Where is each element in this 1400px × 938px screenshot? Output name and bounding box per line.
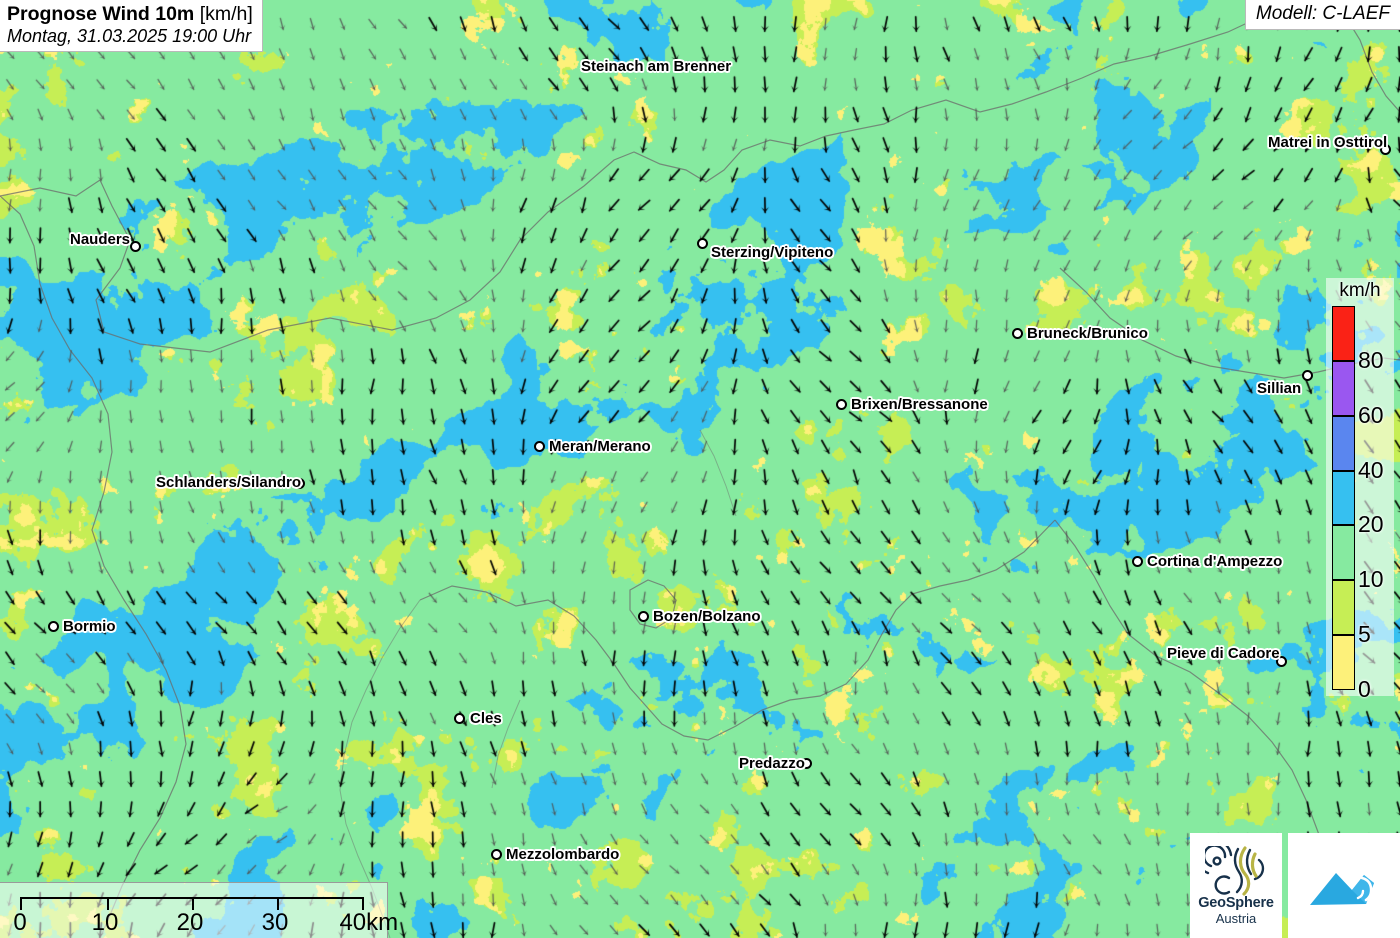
scale-unit: km	[366, 909, 399, 936]
legend-band-20-40	[1332, 470, 1355, 526]
legend-tick-40: 40	[1358, 456, 1384, 483]
title-main: Prognose Wind 10m	[7, 3, 195, 25]
legend-band-60-80	[1332, 360, 1355, 416]
city-label: Bruneck/Brunico	[1027, 325, 1148, 342]
legend-band-40-60	[1332, 415, 1355, 471]
city-dot-icon	[294, 478, 305, 489]
scale-bar: 0 10 20 30 40km	[0, 882, 398, 938]
scale-tick	[277, 899, 279, 910]
city-dot-icon	[1132, 556, 1143, 567]
legend-tick-80: 80	[1358, 346, 1384, 373]
geosphere-swirl-icon	[1205, 845, 1265, 896]
model-label: Modell: C-LAEF	[1255, 3, 1390, 24]
scale-tick	[192, 899, 194, 910]
geosphere-name-line1: GeoSphere	[1198, 894, 1274, 911]
geosphere-logo: GeoSphere Austria	[1190, 833, 1282, 938]
city-dot-icon	[1380, 144, 1391, 155]
legend-tick-20: 20	[1358, 511, 1384, 538]
city-dot-icon	[697, 238, 708, 249]
city-dot-icon	[48, 621, 59, 632]
city-dot-icon	[801, 758, 812, 769]
city-label: Pieve di Cadore	[1167, 645, 1280, 662]
city-label: Meran/Merano	[549, 438, 651, 455]
city-label: Schlanders/Silandro	[156, 474, 302, 491]
city-label: Sillian	[1257, 380, 1302, 397]
scale-label-40: 40km	[339, 909, 399, 936]
city-label: Brixen/Bressanone	[851, 396, 988, 413]
city-dot-icon	[534, 441, 545, 452]
blue-arrow-icon	[1310, 872, 1374, 905]
legend-band-0-5	[1332, 635, 1355, 690]
scale-label-30: 30	[261, 909, 289, 936]
city-dot-icon	[1012, 328, 1023, 339]
city-label: Cortina d'Ampezzo	[1147, 553, 1283, 570]
legend-band-10-20	[1332, 525, 1355, 581]
model-box: Modell: C-LAEF	[1244, 0, 1400, 30]
city-label: Bozen/Bolzano	[653, 608, 761, 625]
legend-band-5-10	[1332, 580, 1355, 636]
city-label: Sterzing/Vipiteno	[711, 244, 834, 261]
city-dot-icon	[638, 611, 649, 622]
legend-tick-5: 5	[1358, 621, 1371, 648]
legend-tick-10: 10	[1358, 566, 1384, 593]
city-dot-icon	[491, 849, 502, 860]
scale-label-0: 0	[13, 909, 27, 936]
city-dot-icon	[836, 399, 847, 410]
legend-tick-0: 0	[1358, 675, 1371, 702]
city-label: Predazzo	[739, 755, 805, 772]
color-legend: km/h 80 60 40 20 10 5 0	[1326, 278, 1394, 702]
city-dot-icon	[1302, 370, 1313, 381]
geosphere-name-line2: Austria	[1215, 910, 1257, 926]
city-label: Steinach am Brenner	[581, 58, 732, 75]
city-label: Nauders	[70, 231, 131, 248]
legend-unit-label: km/h	[1339, 280, 1381, 301]
city-label: Cles	[470, 710, 502, 727]
forecast-timestamp: Montag, 31.03.2025 19:00 Uhr	[7, 26, 252, 46]
city-label: Mezzolombardo	[506, 846, 620, 863]
city-label: Matrei in Osttirol	[1268, 134, 1388, 151]
scale-label-10: 10	[91, 909, 119, 936]
scale-label-20: 20	[176, 909, 204, 936]
city-dot-icon	[454, 713, 465, 724]
page-title: Prognose Wind 10m [km/h]	[7, 3, 253, 25]
partner-logo	[1288, 833, 1400, 938]
legend-color-bar: 80 60 40 20 10 5 0	[1328, 306, 1388, 702]
title-unit: [km/h]	[199, 3, 253, 25]
city-label: Bormio	[63, 618, 116, 635]
city-dot-icon	[130, 241, 141, 252]
legend-tick-60: 60	[1358, 401, 1384, 428]
title-box: Prognose Wind 10m [km/h] Montag, 31.03.2…	[0, 0, 263, 52]
legend-band-80-	[1332, 306, 1355, 361]
